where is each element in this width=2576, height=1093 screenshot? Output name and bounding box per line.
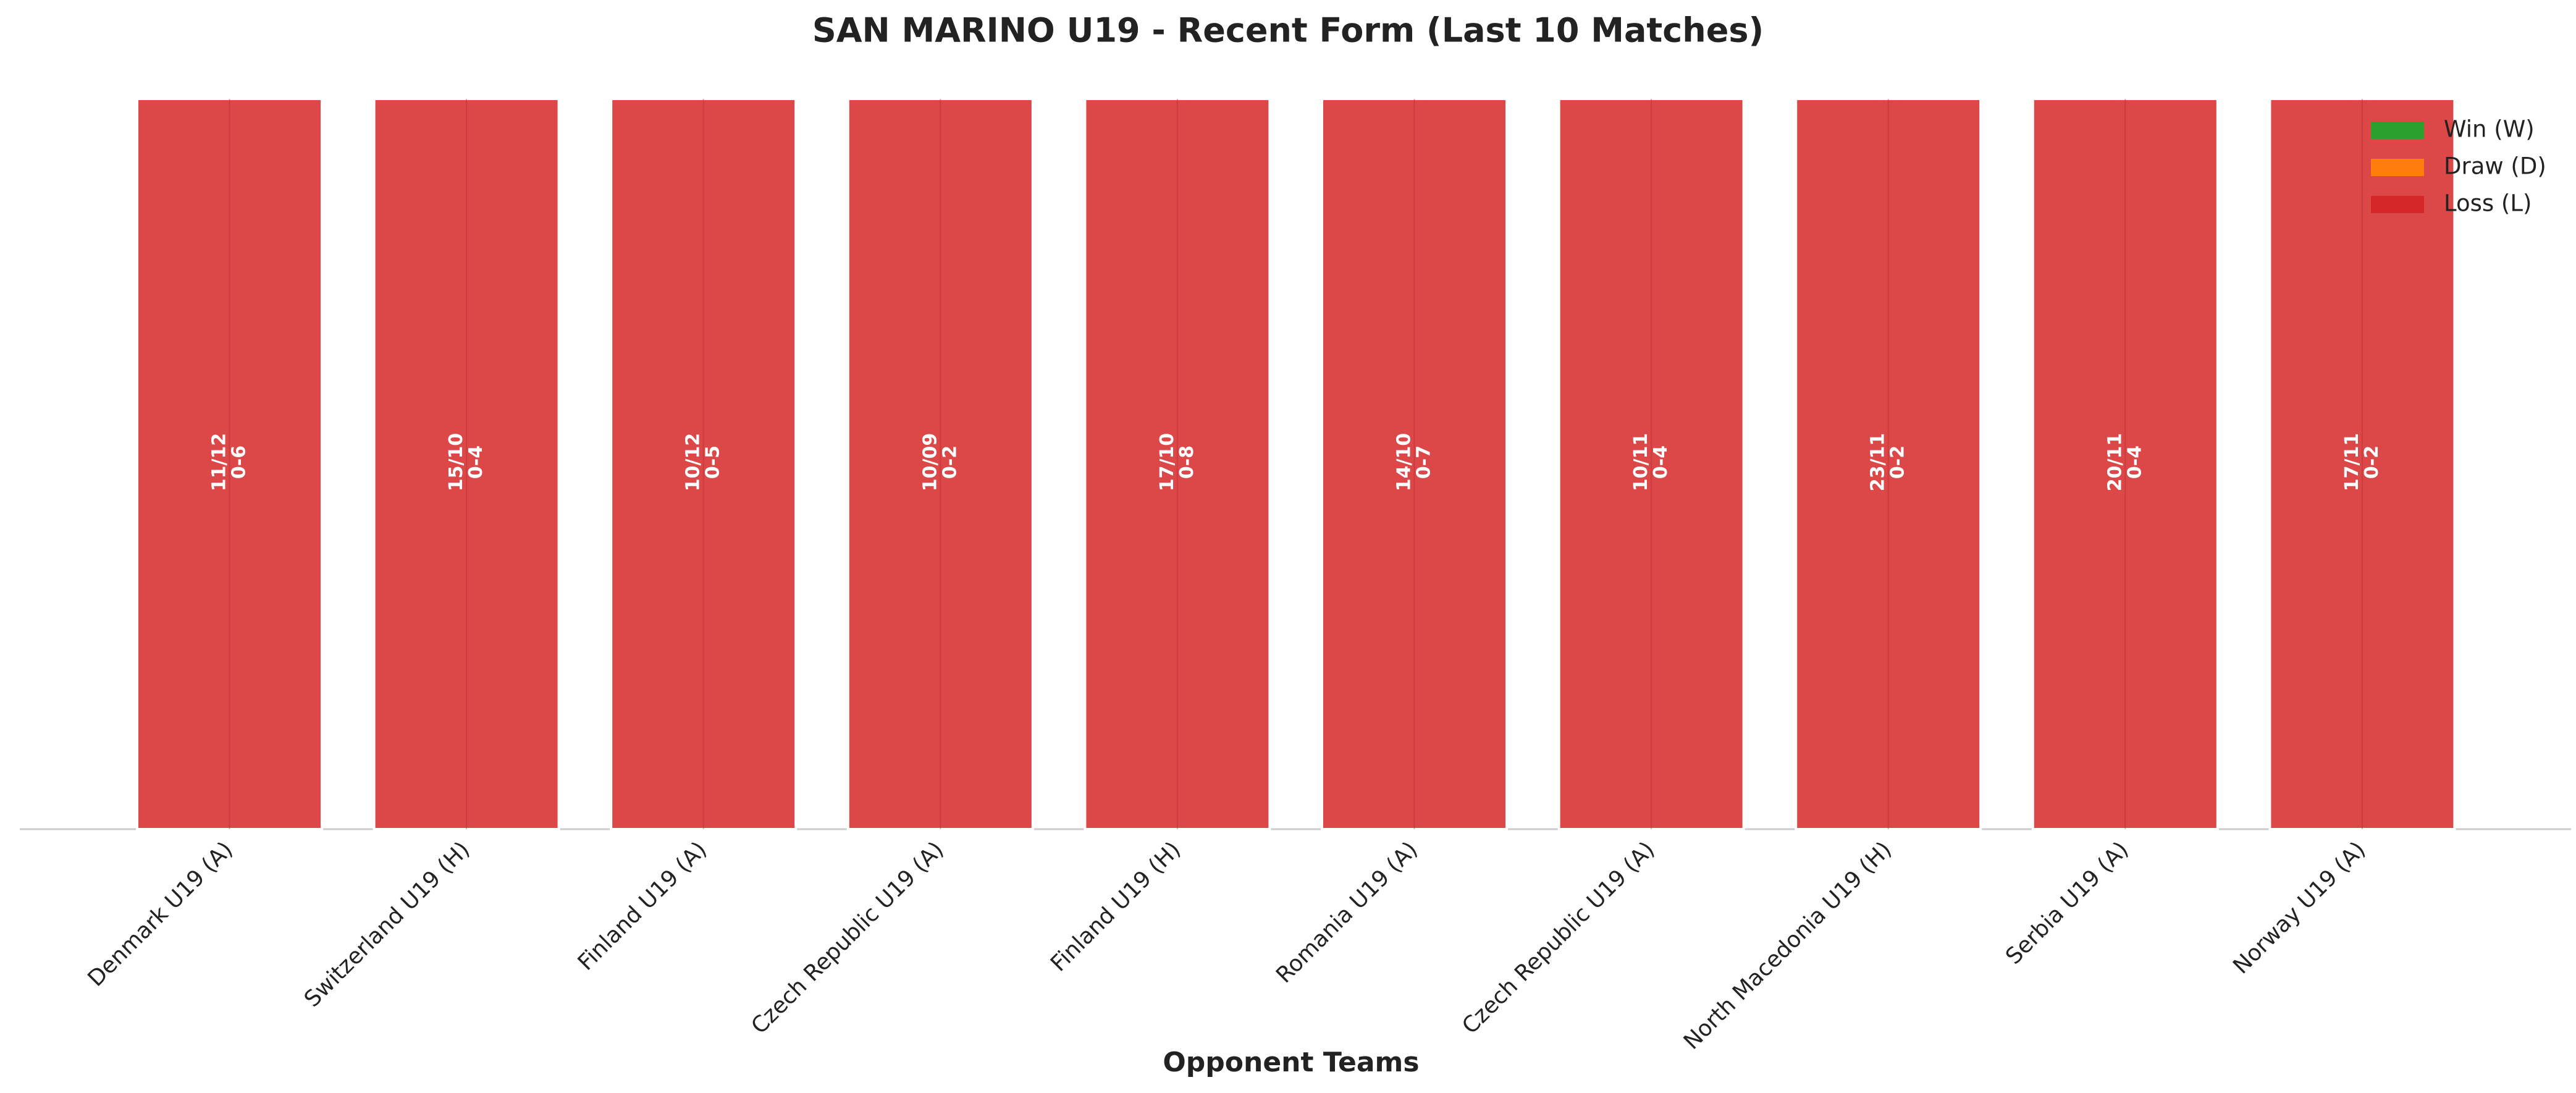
bar-date: 14/10: [1393, 433, 1415, 491]
bar-date: 10/11: [1630, 433, 1652, 491]
x-tick-label: Norway U19 (A): [2228, 837, 2370, 979]
chart-title: SAN MARINO U19 - Recent Form (Last 10 Ma…: [812, 11, 1764, 50]
bar-score: 0-2: [939, 445, 961, 479]
legend-swatch: [2371, 159, 2424, 176]
bar-date: 23/11: [1867, 433, 1888, 491]
bar: [1557, 98, 1745, 830]
bar-score: 0-8: [1176, 445, 1197, 479]
bar-score: 0-2: [1887, 445, 1908, 479]
bar-date: 20/11: [2104, 433, 2126, 491]
x-tick-label: Serbia U19 (A): [2001, 837, 2134, 969]
x-tick-label: Finland U19 (H): [1046, 837, 1185, 976]
bar-score: 0-2: [2360, 445, 2382, 479]
bar-date: 15/10: [445, 433, 467, 491]
bar: [2031, 98, 2219, 830]
bar: [610, 98, 798, 830]
bar-date: 10/09: [919, 433, 941, 491]
bar-label: 17/110-2: [2341, 433, 2382, 491]
bar-date: 17/10: [1156, 433, 1177, 491]
legend-label: Draw (D): [2444, 153, 2546, 180]
bar: [1795, 98, 1982, 830]
bar-score: 0-4: [465, 445, 487, 479]
bar-date: 11/12: [208, 433, 230, 491]
legend-swatch: [2371, 122, 2424, 139]
x-tick-label: Czech Republic U19 (A): [746, 837, 948, 1039]
bar: [373, 98, 560, 830]
x-tick-label: Switzerland U19 (H): [300, 837, 475, 1012]
bar: [136, 98, 323, 830]
bar: [1084, 98, 1271, 830]
bar-label: 10/110-4: [1630, 433, 1672, 491]
x-tick-label: Finland U19 (A): [573, 837, 712, 975]
bar-label: 10/090-2: [919, 433, 961, 491]
bar-label: 15/100-4: [445, 433, 487, 491]
x-tick-label: Denmark U19 (A): [83, 837, 237, 991]
bar-label: 17/100-8: [1156, 433, 1197, 491]
bar: [2268, 98, 2456, 830]
bar: [1321, 98, 1508, 830]
bar-date: 10/12: [682, 433, 704, 491]
bar-score: 0-4: [2124, 445, 2145, 479]
bar-label: 20/110-4: [2104, 433, 2145, 491]
bar: [846, 98, 1034, 830]
legend-label: Loss (L): [2444, 190, 2532, 217]
bar-score: 0-7: [1413, 445, 1434, 479]
x-tick-label: Czech Republic U19 (A): [1457, 837, 1659, 1039]
bar-score: 0-5: [702, 445, 723, 479]
bar-score: 0-6: [228, 445, 250, 479]
x-tick-label: North Macedonia U19 (H): [1679, 837, 1896, 1054]
legend-swatch: [2371, 196, 2424, 213]
legend-label: Win (W): [2444, 116, 2535, 143]
bar-label: 11/120-6: [208, 433, 250, 491]
bar-score: 0-4: [1650, 445, 1672, 479]
bar-label: 10/120-5: [682, 433, 723, 491]
x-tick-label: Romania U19 (A): [1271, 837, 1423, 988]
bar-label: 23/110-2: [1867, 433, 1908, 491]
bar-date: 17/11: [2341, 433, 2362, 491]
bar-label: 14/100-7: [1393, 433, 1434, 491]
x-axis-label: Opponent Teams: [1163, 1047, 1419, 1078]
